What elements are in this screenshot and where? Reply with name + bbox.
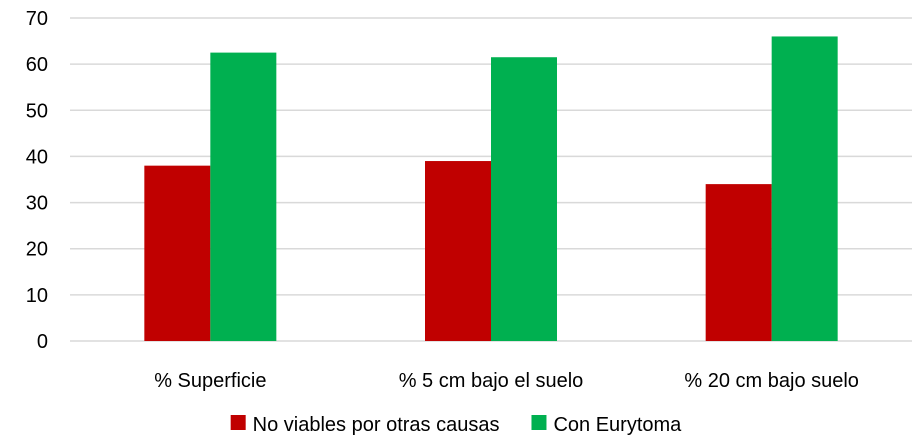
x-category-label-0: % Superficie: [154, 370, 266, 392]
y-tick-label-70: 70: [26, 8, 48, 30]
y-tick-label-30: 30: [26, 193, 48, 215]
y-tick-label-60: 60: [26, 54, 48, 76]
x-category-label-1: % 5 cm bajo el suelo: [399, 370, 584, 392]
x-category-label-2: % 20 cm bajo suelo: [684, 370, 859, 392]
legend-swatch-0: [230, 415, 246, 430]
bar-no-viables-2: [705, 184, 772, 341]
legend-label-1: Con Eurytoma: [553, 414, 682, 436]
bar-con-eurytoma-1: [491, 57, 557, 341]
bar-no-viables-1: [425, 161, 491, 341]
bar-no-viables-0: [144, 165, 211, 341]
bar-con-eurytoma-0: [210, 52, 277, 341]
y-axis-tick-labels: 0 10 20 30 40 50 60 70: [26, 8, 48, 353]
bars: [144, 36, 838, 341]
x-axis-category-labels: % Superficie % 5 cm bajo el suelo % 20 cm …: [154, 370, 859, 392]
legend-label-0: No viables por otras causas: [253, 414, 500, 436]
bar-con-eurytoma-2: [771, 36, 838, 341]
y-tick-label-50: 50: [26, 100, 48, 122]
y-tick-label-20: 20: [26, 239, 48, 261]
y-tick-label-10: 10: [26, 285, 48, 307]
legend: No viables por otras causas Con Eurytoma: [230, 414, 682, 436]
y-tick-label-40: 40: [26, 146, 48, 168]
legend-swatch-1: [531, 415, 547, 430]
y-tick-label-0: 0: [37, 331, 48, 353]
